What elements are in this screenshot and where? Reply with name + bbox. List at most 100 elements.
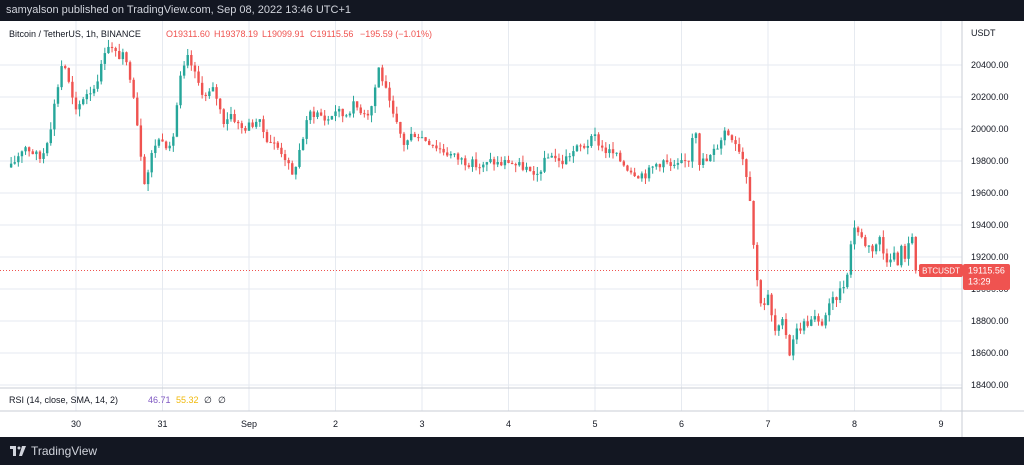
candle-body[interactable] bbox=[269, 141, 272, 143]
chart-panel[interactable]: USDT 18400.0018600.0018800.0019000.00192… bbox=[0, 21, 1024, 437]
candle-body[interactable] bbox=[745, 159, 748, 177]
candle-body[interactable] bbox=[853, 227, 856, 245]
candle-body[interactable] bbox=[56, 87, 60, 104]
candle-body[interactable] bbox=[215, 87, 218, 99]
candle-body[interactable] bbox=[478, 167, 481, 169]
candle-body[interactable] bbox=[622, 161, 626, 166]
candle-body[interactable] bbox=[582, 145, 586, 148]
candle-body[interactable] bbox=[568, 156, 571, 158]
candle-body[interactable] bbox=[96, 81, 99, 89]
candle-body[interactable] bbox=[687, 160, 690, 162]
candle-body[interactable] bbox=[341, 108, 344, 117]
candle-body[interactable] bbox=[377, 67, 380, 88]
candle-body[interactable] bbox=[312, 111, 316, 118]
candle-body[interactable] bbox=[564, 156, 568, 165]
candle-body[interactable] bbox=[305, 120, 308, 139]
price-axis[interactable]: 18400.0018600.0018800.0019000.0019200.00… bbox=[971, 60, 1009, 390]
candle-body[interactable] bbox=[590, 135, 593, 146]
candle-body[interactable] bbox=[896, 252, 899, 266]
candle-body[interactable] bbox=[20, 151, 24, 157]
candle-body[interactable] bbox=[846, 274, 849, 288]
candle-body[interactable] bbox=[233, 114, 236, 122]
candle-body[interactable] bbox=[831, 297, 835, 304]
candle-body[interactable] bbox=[197, 71, 200, 83]
candle-body[interactable] bbox=[157, 139, 161, 146]
candle-body[interactable] bbox=[348, 113, 352, 116]
candle-body[interactable] bbox=[208, 91, 211, 97]
candle-body[interactable] bbox=[698, 133, 701, 165]
candle-body[interactable] bbox=[417, 137, 420, 139]
candle-body[interactable] bbox=[366, 113, 370, 116]
candle-body[interactable] bbox=[337, 108, 341, 112]
candle-body[interactable] bbox=[539, 171, 543, 174]
candle-body[interactable] bbox=[409, 133, 413, 141]
candle-body[interactable] bbox=[802, 321, 806, 331]
candle-body[interactable] bbox=[856, 227, 860, 233]
candle-body[interactable] bbox=[575, 145, 579, 152]
candle-body[interactable] bbox=[24, 147, 27, 152]
candle-body[interactable] bbox=[114, 48, 117, 51]
candle-body[interactable] bbox=[319, 112, 323, 116]
candle-body[interactable] bbox=[107, 46, 110, 54]
candle-body[interactable] bbox=[164, 141, 168, 149]
candle-body[interactable] bbox=[910, 236, 914, 244]
candle-body[interactable] bbox=[330, 116, 334, 120]
candle-body[interactable] bbox=[665, 160, 669, 163]
candle-body[interactable] bbox=[49, 129, 52, 144]
candle-body[interactable] bbox=[637, 176, 640, 179]
candle-body[interactable] bbox=[694, 133, 698, 139]
candle-body[interactable] bbox=[71, 81, 74, 98]
candle-body[interactable] bbox=[608, 149, 611, 154]
candle-body[interactable] bbox=[557, 158, 561, 161]
candle-body[interactable] bbox=[420, 137, 424, 139]
candle-body[interactable] bbox=[611, 149, 615, 154]
candle-body[interactable] bbox=[842, 287, 845, 289]
candle-body[interactable] bbox=[182, 65, 186, 76]
candle-body[interactable] bbox=[723, 130, 726, 141]
candle-body[interactable] bbox=[813, 316, 817, 320]
candle-body[interactable] bbox=[273, 142, 276, 144]
candle-body[interactable] bbox=[748, 176, 752, 201]
candle-body[interactable] bbox=[752, 200, 755, 245]
candle-body[interactable] bbox=[291, 163, 294, 175]
candle-body[interactable] bbox=[31, 151, 34, 155]
candle-body[interactable] bbox=[100, 63, 103, 82]
candle-body[interactable] bbox=[651, 166, 654, 168]
candle-body[interactable] bbox=[139, 125, 143, 157]
candle-body[interactable] bbox=[186, 54, 189, 66]
candle-body[interactable] bbox=[503, 159, 507, 166]
candle-body[interactable] bbox=[168, 145, 171, 149]
candle-body[interactable] bbox=[388, 87, 391, 101]
candle-body[interactable] bbox=[691, 138, 694, 162]
candle-body[interactable] bbox=[229, 114, 233, 120]
candle-body[interactable] bbox=[871, 245, 874, 252]
candle-body[interactable] bbox=[85, 94, 89, 100]
candle-body[interactable] bbox=[226, 119, 229, 124]
candle-body[interactable] bbox=[175, 105, 179, 137]
candle-body[interactable] bbox=[27, 147, 31, 152]
candle-body[interactable] bbox=[514, 163, 517, 166]
tradingview-logo[interactable]: TradingView bbox=[10, 444, 97, 458]
candle-body[interactable] bbox=[67, 68, 70, 82]
candle-body[interactable] bbox=[593, 134, 597, 136]
candle-body[interactable] bbox=[626, 165, 629, 171]
candle-body[interactable] bbox=[464, 158, 467, 166]
symbol-legend[interactable]: Bitcoin / TetherUS, 1h, BINANCE O19311.6… bbox=[9, 29, 432, 39]
candle-body[interactable] bbox=[795, 328, 799, 340]
candle-body[interactable] bbox=[719, 140, 723, 149]
candle-body[interactable] bbox=[482, 164, 485, 168]
candle-body[interactable] bbox=[35, 151, 38, 155]
candle-body[interactable] bbox=[474, 159, 478, 168]
candle-body[interactable] bbox=[110, 46, 114, 49]
candle-body[interactable] bbox=[236, 121, 240, 124]
candle-body[interactable] bbox=[244, 127, 247, 131]
candle-body[interactable] bbox=[60, 66, 63, 88]
candle-body[interactable] bbox=[683, 160, 687, 162]
candle-body[interactable] bbox=[258, 119, 262, 122]
rsi-legend[interactable]: RSI (14, close, SMA, 14, 2) 46.71 55.32 … bbox=[9, 395, 226, 405]
candle-body[interactable] bbox=[402, 133, 406, 145]
candle-body[interactable] bbox=[103, 53, 107, 64]
candle-body[interactable] bbox=[309, 111, 312, 121]
candle-body[interactable] bbox=[413, 133, 416, 138]
candle-body[interactable] bbox=[370, 106, 373, 116]
